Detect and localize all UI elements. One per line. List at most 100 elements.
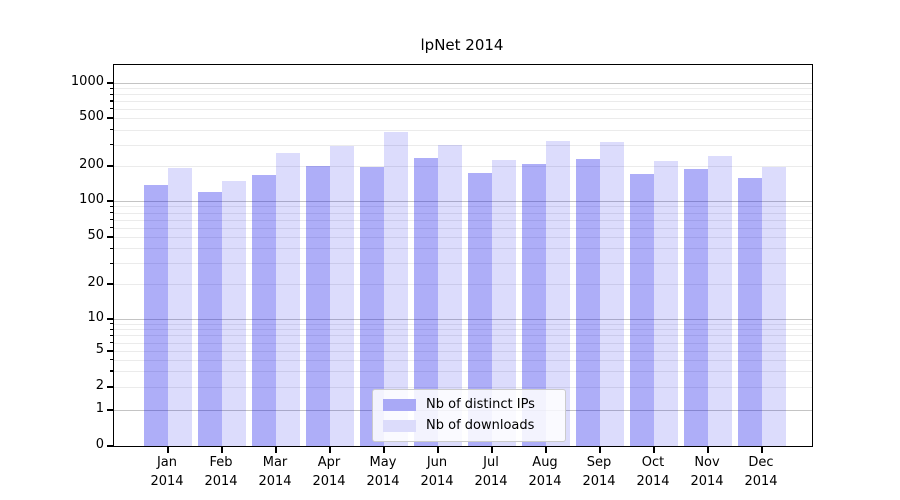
minor-gridline xyxy=(114,359,812,361)
x-tick-label: Oct 2014 xyxy=(623,453,683,491)
x-tick-year: 2014 xyxy=(636,474,670,489)
bar-downloads-feb xyxy=(222,180,246,446)
minor-gridline xyxy=(114,284,812,285)
x-tick-month: May xyxy=(369,455,397,470)
bar-distinct-ips-nov xyxy=(684,168,708,446)
y-tick-label: 2 xyxy=(95,378,104,393)
x-tick-year: 2014 xyxy=(258,474,292,489)
y-tick-label: 20 xyxy=(87,275,104,290)
y-minor-tick xyxy=(109,129,113,131)
x-tick-label: Jul 2014 xyxy=(461,453,521,491)
bar-downloads-nov xyxy=(708,156,732,446)
x-tick-label: Jun 2014 xyxy=(407,453,467,491)
x-tick-month: Oct xyxy=(641,455,665,470)
y-tick-label: 1000 xyxy=(70,74,104,89)
y-minor-tick xyxy=(109,87,113,89)
y-minor-tick xyxy=(109,205,113,208)
y-minor-tick xyxy=(109,334,113,337)
bar-distinct-ips-oct xyxy=(630,173,654,446)
x-tick-label: Sep 2014 xyxy=(569,453,629,491)
x-tick-year: 2014 xyxy=(528,474,562,489)
x-tick-year: 2014 xyxy=(366,474,400,489)
minor-gridline xyxy=(114,108,812,110)
y-minor-tick xyxy=(109,211,113,214)
x-tick-month: Apr xyxy=(317,455,341,470)
x-tick xyxy=(491,446,493,453)
minor-gridline xyxy=(114,166,812,167)
minor-gridline xyxy=(114,101,812,102)
x-tick-month: Mar xyxy=(262,455,288,470)
x-tick-label: Nov 2014 xyxy=(677,453,737,491)
bar-distinct-ips-sep xyxy=(576,159,600,446)
minor-gridline xyxy=(114,237,812,238)
legend-item-downloads: Nb of downloads xyxy=(373,415,565,436)
y-minor-tick xyxy=(109,100,113,102)
x-tick-month: Sep xyxy=(586,455,612,470)
x-tick-label: Feb 2014 xyxy=(191,453,251,491)
y-minor-tick xyxy=(109,247,113,250)
y-minor-tick xyxy=(109,370,113,372)
y-tick xyxy=(107,386,113,388)
x-tick-year: 2014 xyxy=(582,474,616,489)
minor-gridline xyxy=(114,371,812,373)
minor-gridline xyxy=(114,342,812,344)
y-minor-tick xyxy=(109,226,113,229)
y-tick-label: 50 xyxy=(87,228,104,243)
minor-gridline xyxy=(114,88,812,90)
y-tick xyxy=(107,409,113,411)
x-tick-label: May 2014 xyxy=(353,453,413,491)
x-tick-month: Aug xyxy=(532,455,558,470)
y-tick xyxy=(107,117,113,119)
major-gridline xyxy=(114,319,812,320)
y-tick xyxy=(107,283,113,285)
x-tick xyxy=(653,446,655,453)
y-minor-tick xyxy=(109,144,113,146)
y-minor-tick xyxy=(109,262,113,264)
y-minor-tick xyxy=(109,328,113,330)
x-tick xyxy=(383,446,385,453)
x-tick-label: Dec 2014 xyxy=(731,453,791,491)
bar-downloads-mar xyxy=(276,152,300,446)
x-tick-year: 2014 xyxy=(420,474,454,489)
x-tick-label: Mar 2014 xyxy=(245,453,305,491)
y-minor-tick xyxy=(109,218,113,221)
minor-gridline xyxy=(114,335,812,337)
y-tick-label: 10 xyxy=(87,310,104,325)
legend-swatch-distinct-ips-icon xyxy=(383,398,416,411)
y-tick-label: 500 xyxy=(79,109,104,124)
minor-gridline xyxy=(114,263,812,265)
x-tick-year: 2014 xyxy=(474,474,508,489)
bar-downloads-apr xyxy=(330,145,354,446)
minor-gridline xyxy=(114,329,812,331)
y-tick xyxy=(107,236,113,238)
y-tick-label: 100 xyxy=(79,192,104,207)
y-minor-tick xyxy=(109,341,113,344)
x-tick-month: Feb xyxy=(209,455,233,470)
x-tick xyxy=(329,446,331,453)
y-tick xyxy=(107,318,113,320)
y-tick xyxy=(107,200,113,202)
y-tick-label: 5 xyxy=(95,342,104,357)
x-tick-year: 2014 xyxy=(312,474,346,489)
minor-gridline xyxy=(114,387,812,388)
minor-gridline xyxy=(114,129,812,131)
bar-downloads-dec xyxy=(762,166,786,446)
x-tick-label: Apr 2014 xyxy=(299,453,359,491)
y-tick xyxy=(107,350,113,352)
major-gridline xyxy=(114,201,812,202)
x-tick-month: Jul xyxy=(483,455,499,470)
x-tick xyxy=(275,446,277,453)
legend-swatch-downloads-icon xyxy=(383,419,416,432)
minor-gridline xyxy=(114,118,812,119)
bar-distinct-ips-mar xyxy=(252,174,276,446)
y-minor-tick xyxy=(109,108,113,110)
minor-gridline xyxy=(114,227,812,229)
x-tick xyxy=(221,446,223,453)
x-tick-label: Aug 2014 xyxy=(515,453,575,491)
x-tick-month: Nov xyxy=(694,455,720,470)
legend: Nb of distinct IPs Nb of downloads xyxy=(372,389,566,442)
x-tick-year: 2014 xyxy=(150,474,184,489)
minor-gridline xyxy=(114,219,812,221)
x-tick xyxy=(437,446,439,453)
